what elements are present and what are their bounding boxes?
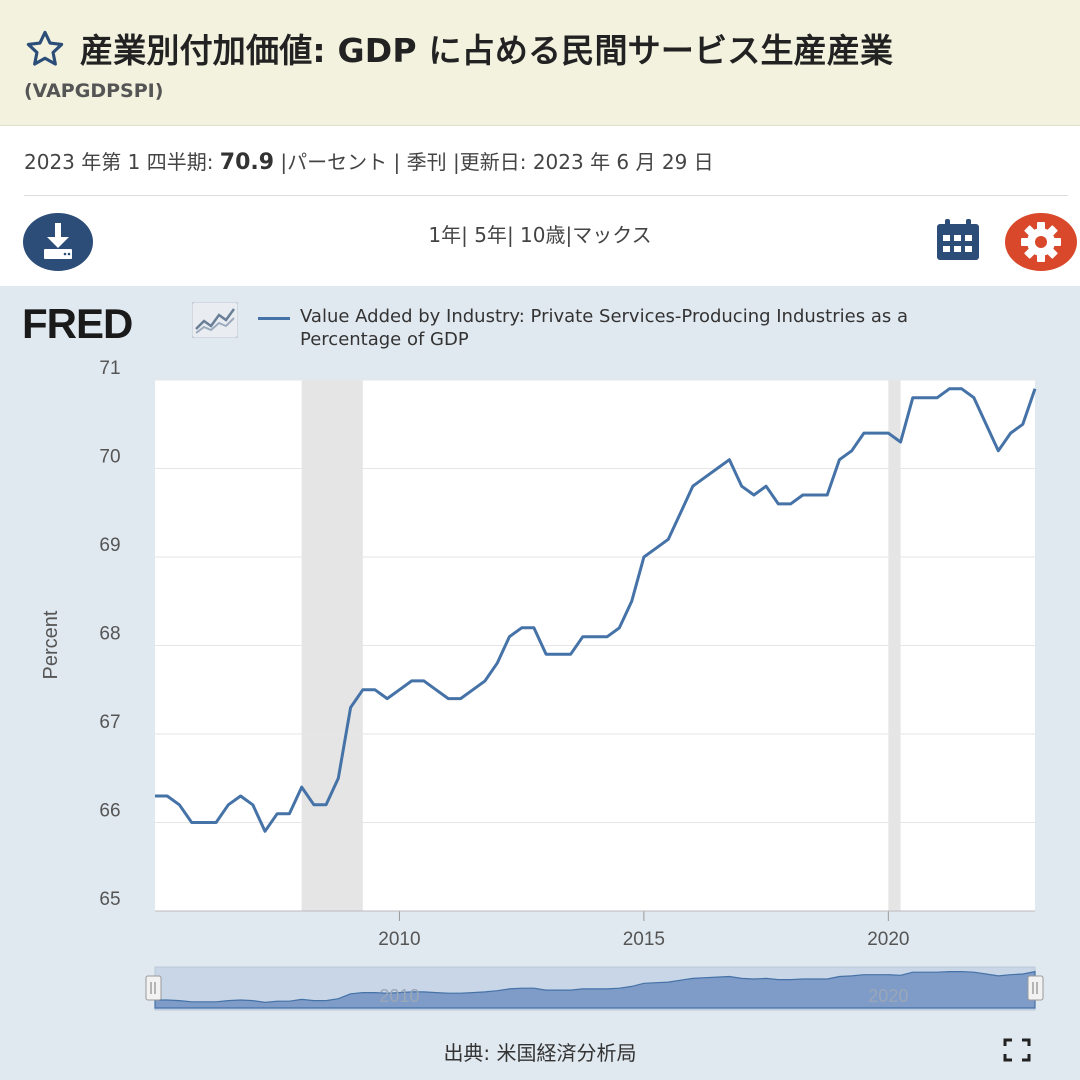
- series-meta: 2023 年第 1 四半期: 70.9 |パーセント | 季刊 |更新日: 20…: [24, 146, 714, 175]
- y-tick-label: 67: [99, 712, 120, 733]
- download-button[interactable]: [23, 213, 93, 271]
- y-axis-label: Percent: [40, 610, 62, 679]
- y-tick-label: 65: [99, 889, 120, 910]
- divider: [24, 195, 1068, 196]
- download-icon: [44, 223, 72, 259]
- navigator-left-handle[interactable]: [145, 975, 162, 1001]
- fred-logo: FRED: [22, 300, 133, 347]
- gear-icon: [1005, 213, 1077, 271]
- fred-graph-icon: [192, 302, 238, 338]
- meta-period: 2023 年第 1 四半期:: [24, 150, 220, 174]
- series-line: [155, 387, 1037, 833]
- x-tick-label: 2015: [623, 929, 665, 950]
- range-5y[interactable]: | 5年: [461, 223, 507, 247]
- meta-details: |パーセント | 季刊 |更新日: 2023 年 6 月 29 日: [274, 150, 714, 174]
- series-id: (VAPGDPSPI): [24, 80, 164, 102]
- page-header: 産業別付加価値: GDP に占める民間サービス生産産業 (VAPGDPSPI): [0, 0, 1080, 126]
- range-max[interactable]: |マックス: [565, 223, 652, 247]
- x-tick-label: 2010: [378, 929, 420, 950]
- range-navigator[interactable]: 2010 2020: [145, 966, 1044, 1011]
- legend-label: Value Added by Industry: Private Service…: [300, 306, 908, 350]
- y-tick-label: 68: [99, 624, 120, 645]
- y-tick-label: 66: [99, 801, 120, 822]
- navigator-label: 2020: [868, 986, 908, 1006]
- navigator-label: 2010: [379, 986, 419, 1006]
- settings-button[interactable]: [1004, 212, 1078, 272]
- range-10y[interactable]: | 10歳: [506, 223, 566, 247]
- y-tick-label: 71: [99, 358, 120, 379]
- star-icon[interactable]: [24, 28, 66, 70]
- fullscreen-icon[interactable]: [1003, 1038, 1031, 1062]
- legend-swatch: [258, 317, 290, 320]
- y-tick-label: 69: [99, 535, 120, 556]
- page-title: 産業別付加価値: GDP に占める民間サービス生産産業: [80, 31, 894, 70]
- source-note: 出典: 米国経済分析局: [443, 1041, 637, 1065]
- navigator-right-handle[interactable]: [1027, 975, 1044, 1001]
- date-range-selector: 1年| 5年| 10歳|マックス: [0, 219, 1080, 248]
- calendar-icon[interactable]: [934, 218, 982, 262]
- y-tick-label: 70: [99, 447, 120, 468]
- x-tick-label: 2020: [867, 929, 909, 950]
- navigator-area: [154, 970, 1036, 1009]
- meta-value: 70.9: [219, 150, 275, 175]
- range-1y[interactable]: 1年: [428, 223, 462, 247]
